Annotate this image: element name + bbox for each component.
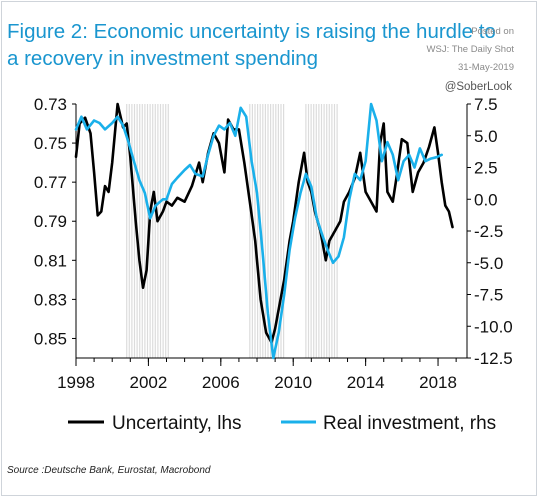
watermark-handle: @SoberLook [444,81,512,93]
y-left-tick-label: 0.75 [34,134,67,153]
watermark-source: WSJ: The Daily Shot [426,44,514,55]
x-tick-label: 2010 [274,373,312,392]
y-right-tick-label: -7.5 [474,286,503,305]
source-note: Source :Deutsche Bank, Eurostat, Macrobo… [7,465,211,476]
y-right-tick-label: 7.5 [474,95,498,114]
y-left-tick-label: 0.83 [34,290,67,309]
legend: Uncertainty, lhs Real investment, rhs [68,413,496,434]
watermark-posted: Posted on [471,26,514,37]
legend-label-uncertainty: Uncertainty, lhs [112,413,242,434]
axes [72,103,471,366]
y-left-tick-label: 0.81 [34,251,67,270]
x-tick-label: 2002 [129,373,167,392]
y-right-tick-label: 0.0 [474,190,498,209]
x-tick-label: 2014 [347,373,385,392]
y-right-tick-label: -5.0 [474,254,503,273]
investment-line [74,102,444,360]
x-tick-label: 2018 [419,373,457,392]
uncertainty-line [74,102,454,344]
tick-labels: 0.73 0.75 0.77 0.79 0.81 0.83 0.85 7.5 5.0 2.5 0.0… [34,95,513,392]
y-right-tick-label: 5.0 [474,127,498,146]
series [74,102,454,360]
y-right-tick-label: -12.5 [474,349,513,368]
x-tick-label: 2006 [202,373,240,392]
y-right-tick-label: -10.0 [474,317,513,336]
y-left-tick-label: 0.79 [34,212,67,231]
watermark-date: 31-May-2019 [458,62,514,73]
legend-label-investment: Real investment, rhs [323,413,496,434]
recession-band [126,104,169,358]
chart-title: Figure 2: Economic uncertainty is raisin… [7,20,496,70]
x-tick-label: 1998 [57,373,95,392]
y-right-tick-label: -2.5 [474,222,503,241]
y-left-tick-label: 0.73 [34,95,67,114]
y-left-tick-label: 0.85 [34,329,67,348]
y-right-tick-label: 2.5 [474,159,498,178]
recession-bands [126,104,338,358]
y-left-tick-label: 0.77 [34,173,67,192]
